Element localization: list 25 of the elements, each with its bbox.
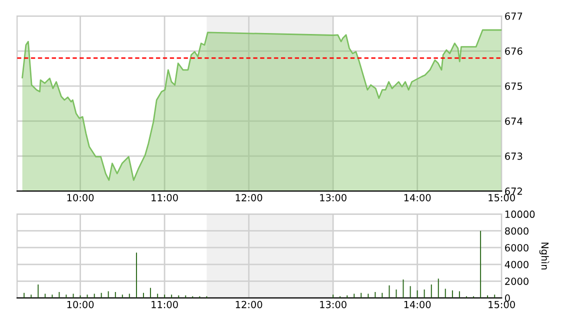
y-tick-label: 677 [505, 12, 522, 20]
x-tick-label: 10:00 [67, 300, 94, 308]
y-tick-label: 674 [505, 118, 522, 125]
y-axis-title: Nghìn [539, 242, 550, 270]
x-tick-label: 12:00 [236, 194, 262, 202]
y-tick-label: 4000 [504, 260, 528, 268]
x-tick-label: 11:00 [152, 194, 178, 202]
x-tick-label: 12:00 [236, 300, 262, 308]
x-tick-label: 13:00 [320, 194, 346, 202]
x-tick-label: 11:00 [152, 300, 178, 308]
y-tick-label: 0 [505, 294, 510, 302]
y-tick-label: 676 [505, 47, 522, 55]
x-tick-label: 15:00 [488, 194, 515, 202]
x-tick-label: 10:00 [67, 194, 94, 202]
x-tick-label: 14:00 [404, 194, 431, 202]
x-tick-label: 13:00 [320, 300, 346, 308]
y-tick-label: 2000 [505, 278, 528, 285]
y-tick-label: 8000 [505, 227, 528, 235]
y-tick-label: 673 [505, 152, 522, 160]
x-tick-label: 14:00 [404, 300, 431, 308]
y-tick-label: 675 [505, 82, 522, 90]
x-tick-label: 15:00 [488, 300, 515, 308]
y-tick-label: 10000 [505, 210, 535, 218]
y-tick-label: 6000 [505, 244, 528, 252]
y-tick-label: 672 [505, 188, 522, 195]
